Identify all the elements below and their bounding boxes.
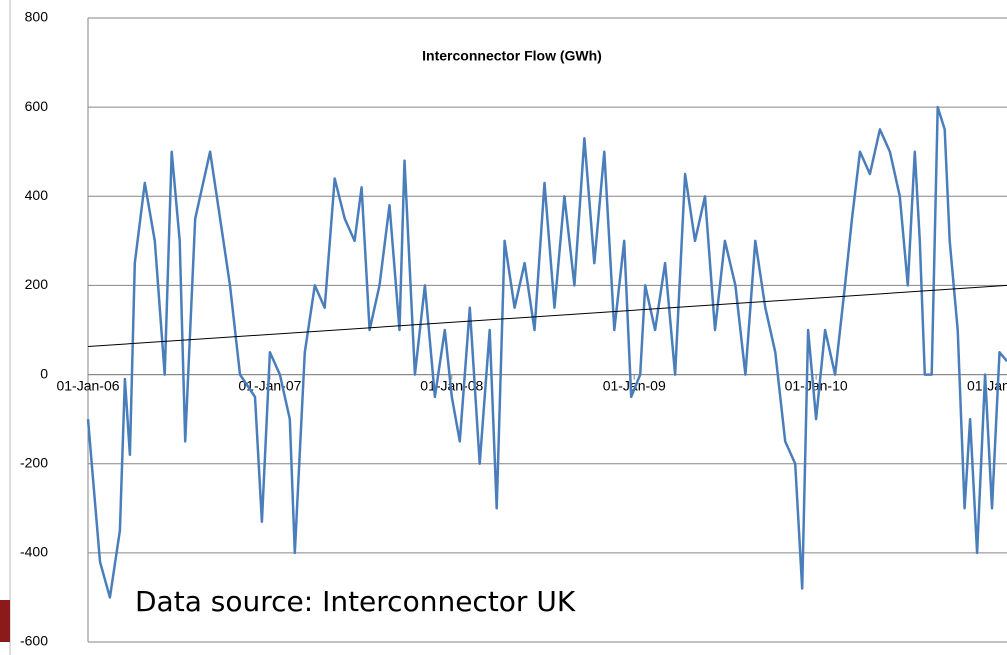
y-tick-label: -200 (20, 454, 48, 470)
x-tick-label: 01-Jan-07 (238, 377, 301, 393)
y-tick-label: -400 (20, 544, 48, 560)
y-tick-label: 800 (25, 9, 49, 25)
data-line (86, 105, 1007, 599)
y-tick-label: 200 (25, 276, 49, 292)
trend-line (87, 284, 1007, 347)
annotation: Data source: Interconnector UK (135, 585, 576, 618)
x-tick-label: 01-Jan-06 (56, 377, 119, 393)
x-tick-label: 01-Jan-10 (785, 377, 848, 393)
y-tick-label: 0 (40, 365, 48, 381)
y-tick-label: 600 (25, 98, 49, 114)
chart-title: Interconnector Flow (GWh) (422, 48, 602, 64)
y-tick-label: 400 (25, 187, 49, 203)
x-tick-label: 01-Jan-09 (603, 377, 666, 393)
y-tick-label: -600 (20, 633, 48, 649)
decoration (0, 600, 10, 642)
